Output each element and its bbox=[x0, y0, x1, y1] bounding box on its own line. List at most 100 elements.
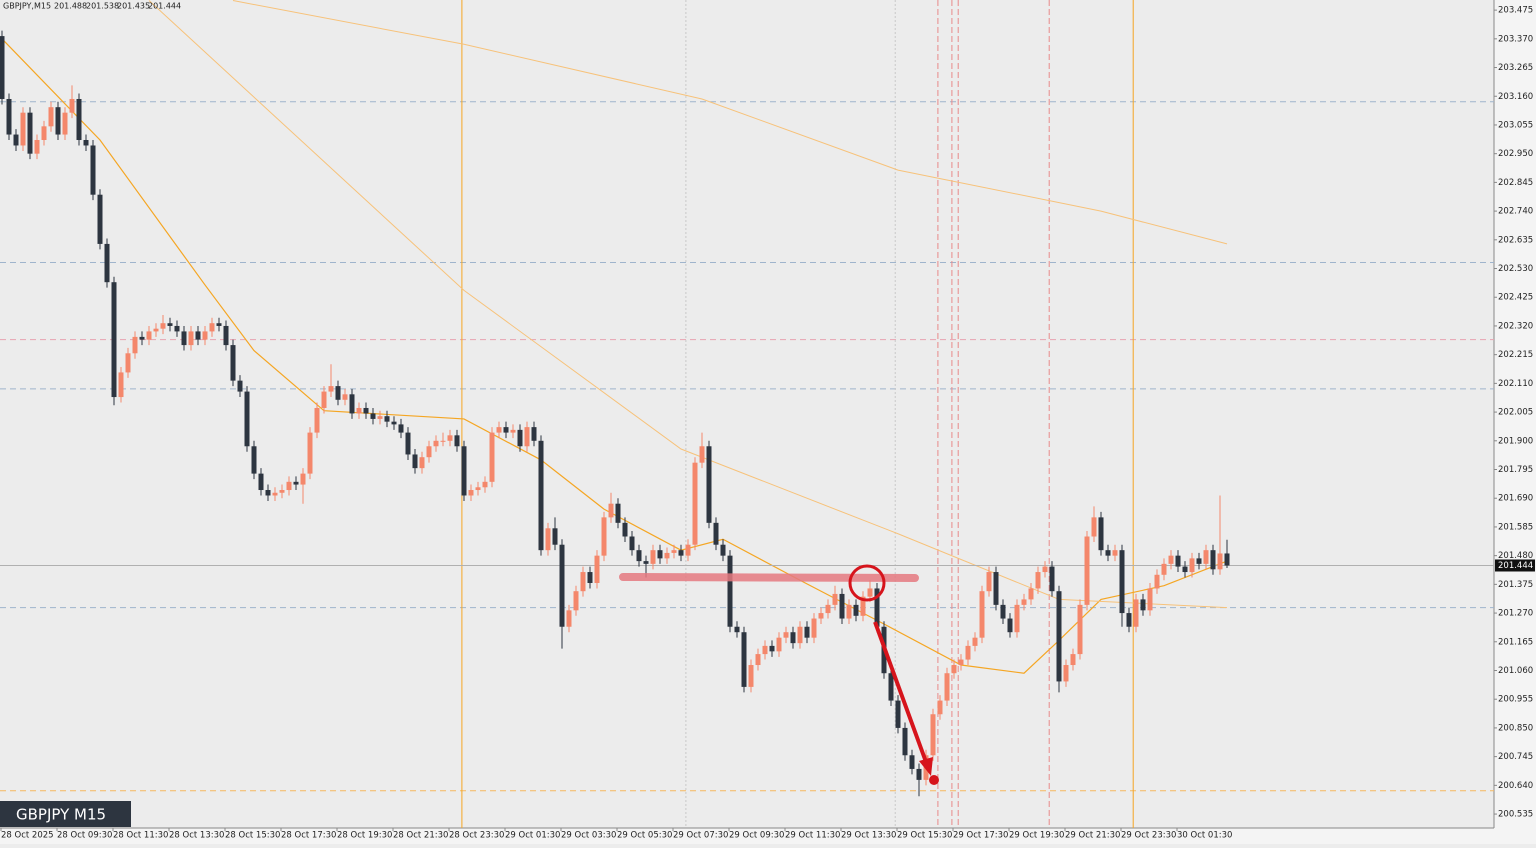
candle-body bbox=[1189, 558, 1195, 573]
candle-body bbox=[706, 446, 712, 523]
candle-body bbox=[377, 416, 383, 419]
y-tick-label: 200.745 bbox=[1498, 752, 1533, 762]
candle-body bbox=[1112, 550, 1118, 556]
candle-body bbox=[195, 331, 201, 340]
moving-average bbox=[1, 38, 1228, 674]
candle-body bbox=[1140, 599, 1146, 611]
y-tick-label: 203.370 bbox=[1498, 34, 1533, 44]
candle-body bbox=[433, 440, 439, 447]
candle-body bbox=[559, 544, 565, 627]
candle-body bbox=[748, 665, 754, 687]
arrow bbox=[873, 621, 928, 763]
candle-body bbox=[1049, 566, 1055, 592]
candle-body bbox=[867, 588, 873, 597]
y-tick-label: 200.955 bbox=[1498, 695, 1533, 705]
candle-body bbox=[454, 435, 460, 447]
candle-body bbox=[1105, 550, 1111, 556]
y-tick-label: 202.950 bbox=[1498, 149, 1533, 159]
x-tick-label: 29 Oct 09:30 bbox=[729, 831, 784, 841]
candle-body bbox=[146, 331, 152, 340]
candle-body bbox=[314, 407, 320, 433]
candle-body bbox=[349, 394, 355, 414]
price-axis bbox=[1494, 0, 1536, 844]
candle-body bbox=[916, 768, 922, 780]
candle-body bbox=[335, 386, 341, 400]
candle-body bbox=[48, 107, 54, 127]
candle-body bbox=[125, 353, 131, 373]
candle-body bbox=[440, 440, 446, 442]
candle-body bbox=[552, 528, 558, 545]
candle-body bbox=[1063, 665, 1069, 682]
x-tick-label: 29 Oct 11:30 bbox=[785, 831, 840, 841]
x-tick-label: 29 Oct 19:30 bbox=[1009, 831, 1064, 841]
candle-body bbox=[678, 550, 684, 556]
candle-body bbox=[930, 714, 936, 756]
candle-body bbox=[734, 626, 740, 633]
candle-body bbox=[244, 391, 250, 447]
candle-body bbox=[153, 328, 159, 332]
candle-body bbox=[62, 112, 68, 135]
candle-body bbox=[230, 345, 236, 381]
candle-body bbox=[6, 98, 12, 135]
candle-body bbox=[167, 323, 173, 326]
x-tick-label: 28 Oct 23:30 bbox=[449, 831, 504, 841]
y-tick-label: 200.535 bbox=[1498, 810, 1533, 820]
candle-body bbox=[468, 490, 474, 496]
candle-body bbox=[90, 145, 96, 195]
candle-body bbox=[160, 323, 166, 329]
candle-body bbox=[937, 700, 943, 715]
candle-body bbox=[34, 140, 40, 154]
candle-body bbox=[741, 632, 747, 687]
ohlc-open: 201.488 bbox=[54, 2, 87, 11]
candle-body bbox=[76, 98, 82, 141]
candle-body bbox=[846, 604, 852, 619]
x-tick-label: 29 Oct 13:30 bbox=[841, 831, 896, 841]
candle-body bbox=[608, 503, 614, 518]
level-marker bbox=[619, 573, 919, 582]
candle-body bbox=[643, 561, 649, 564]
candle-body bbox=[769, 645, 775, 652]
candle-body bbox=[363, 407, 369, 414]
candle-body bbox=[174, 325, 180, 332]
candle-body bbox=[475, 487, 481, 491]
x-tick-label: 29 Oct 05:30 bbox=[617, 831, 672, 841]
ohlc-low: 201.435 bbox=[117, 2, 150, 11]
moving-average bbox=[232, 0, 1228, 245]
x-tick-label: 30 Oct 01:30 bbox=[1177, 831, 1232, 841]
y-tick-label: 202.215 bbox=[1498, 350, 1533, 360]
candle-body bbox=[804, 626, 810, 638]
candle-body bbox=[1196, 558, 1202, 564]
candle-body bbox=[1056, 591, 1062, 682]
candle-body bbox=[279, 490, 285, 493]
candle-body bbox=[1014, 604, 1020, 633]
candle-body bbox=[986, 572, 992, 592]
y-tick-label: 202.005 bbox=[1498, 408, 1533, 418]
candle-body bbox=[1147, 588, 1153, 611]
candle-body bbox=[223, 325, 229, 346]
candle-body bbox=[853, 604, 859, 616]
x-tick-label: 29 Oct 07:30 bbox=[673, 831, 728, 841]
candle-body bbox=[1000, 604, 1006, 619]
candle-body bbox=[293, 481, 299, 485]
x-tick-label: 29 Oct 03:30 bbox=[561, 831, 616, 841]
candle-body bbox=[1042, 566, 1048, 573]
candle-body bbox=[776, 637, 782, 652]
candle-body bbox=[272, 492, 278, 496]
candle-body bbox=[1182, 566, 1188, 573]
candle-body bbox=[13, 134, 19, 146]
candle-layer bbox=[0, 30, 1230, 797]
y-tick-label: 201.585 bbox=[1498, 522, 1533, 532]
candle-body bbox=[405, 432, 411, 455]
candle-body bbox=[727, 555, 733, 627]
candle-body bbox=[391, 421, 397, 425]
candle-body bbox=[489, 432, 495, 482]
x-tick-label: 28 Oct 11:30 bbox=[113, 831, 168, 841]
x-tick-label: 28 Oct 21:30 bbox=[393, 831, 448, 841]
y-tick-label: 203.160 bbox=[1498, 92, 1533, 102]
overlay-layer bbox=[0, 0, 1494, 828]
candle-body bbox=[1077, 604, 1083, 655]
candle-body bbox=[1035, 572, 1041, 589]
y-tick-label: 201.795 bbox=[1498, 465, 1533, 475]
x-tick-label: 29 Oct 21:30 bbox=[1065, 831, 1120, 841]
